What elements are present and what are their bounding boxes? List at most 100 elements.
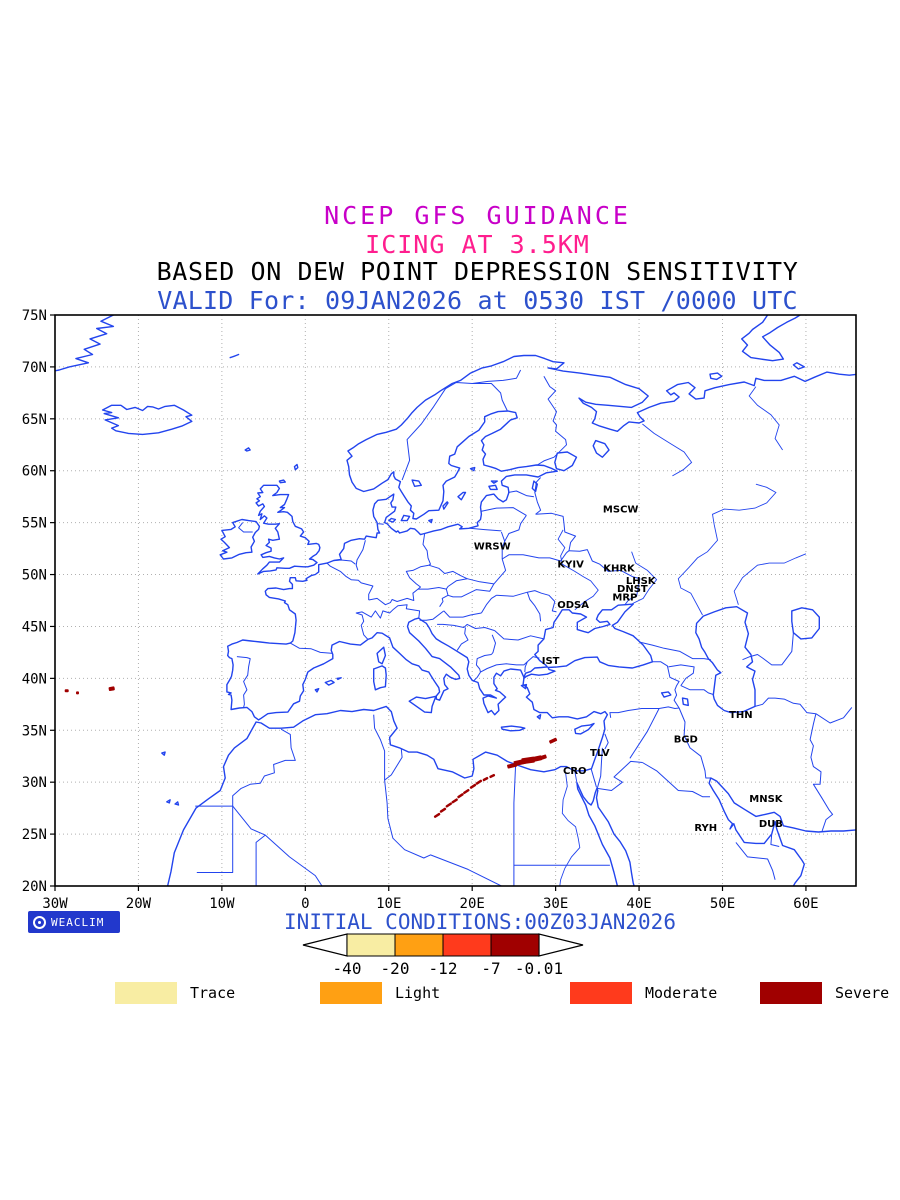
country-border xyxy=(491,634,496,655)
coastline xyxy=(520,683,528,690)
country-border xyxy=(462,612,482,618)
coastline xyxy=(278,479,286,484)
coastline xyxy=(400,514,411,522)
weaclim-logo-icon xyxy=(33,915,46,929)
country-border xyxy=(668,664,695,686)
coastline xyxy=(411,479,422,487)
icing-mark xyxy=(489,773,496,779)
icing-mark xyxy=(539,754,547,761)
country-border xyxy=(652,661,680,709)
coastline xyxy=(388,517,397,523)
country-border xyxy=(513,765,517,886)
country-border xyxy=(355,540,366,571)
coastline xyxy=(244,447,251,452)
coastline xyxy=(574,722,595,735)
legend-item-trace: Trace xyxy=(115,982,235,1004)
city-label-thn: THN xyxy=(729,710,753,721)
country-border xyxy=(368,588,419,606)
country-border xyxy=(255,834,266,886)
coastline xyxy=(428,518,433,524)
river xyxy=(574,771,578,783)
scale-value: -7 xyxy=(481,959,500,978)
country-border xyxy=(742,654,782,666)
legend-item-moderate: Moderate xyxy=(570,982,717,1004)
country-border xyxy=(501,552,567,562)
coastline xyxy=(708,777,856,886)
icing-mark xyxy=(530,755,543,763)
country-border xyxy=(236,656,251,708)
city-label-mscw: MSCW xyxy=(603,504,639,515)
legend-item-severe: Severe xyxy=(760,982,889,1004)
river xyxy=(733,553,807,605)
coastline xyxy=(457,491,467,501)
coastline xyxy=(792,362,805,370)
country-border xyxy=(405,564,429,590)
icing-mark xyxy=(76,691,79,695)
icing-mark xyxy=(457,793,464,799)
lat-label: 55N xyxy=(22,516,47,532)
legend-label: Severe xyxy=(835,984,890,1002)
country-border xyxy=(604,733,609,750)
city-label-dub: DUB xyxy=(759,819,783,830)
coastline xyxy=(469,466,476,472)
map-frame xyxy=(54,314,857,887)
coastline xyxy=(681,697,689,707)
lon-label: 0 xyxy=(301,896,309,912)
country-border xyxy=(196,806,234,873)
coastline xyxy=(791,607,820,640)
coastline xyxy=(226,354,856,721)
scale-segment-moderate xyxy=(442,933,492,957)
coastline xyxy=(741,315,801,362)
country-border xyxy=(527,590,557,613)
legend-swatch-severe xyxy=(760,982,822,1004)
country-border xyxy=(815,707,853,724)
country-border xyxy=(232,805,323,886)
country-border xyxy=(232,728,296,807)
lon-label: 20W xyxy=(126,896,152,912)
river xyxy=(631,551,658,605)
lat-label: 20N xyxy=(22,879,47,895)
coastline xyxy=(554,451,578,472)
country-border xyxy=(678,707,711,779)
country-border xyxy=(735,842,776,880)
coastline xyxy=(166,677,609,886)
coastline xyxy=(55,315,115,372)
country-border xyxy=(770,834,780,847)
city-label-ryh: RYH xyxy=(694,823,717,834)
coastline xyxy=(166,799,171,804)
legend-swatch-moderate xyxy=(570,982,632,1004)
country-border xyxy=(472,671,481,682)
country-border xyxy=(680,685,714,695)
coastline xyxy=(576,782,635,886)
country-border xyxy=(418,578,494,590)
scale-value: -40 xyxy=(333,959,362,978)
coastline xyxy=(373,665,387,691)
lat-label: 45N xyxy=(22,619,47,635)
city-label-wrsw: WRSW xyxy=(474,542,511,553)
weaclim-logo-dot xyxy=(38,920,41,924)
coastline xyxy=(219,518,261,560)
country-border xyxy=(526,592,542,622)
country-border xyxy=(535,512,577,554)
icing-mark xyxy=(64,689,69,693)
coastline xyxy=(523,603,654,680)
scale-segment-trace xyxy=(346,933,396,957)
initial-conditions-text: INITIAL CONDITIONS:00Z03JAN2026 xyxy=(284,910,676,934)
country-border xyxy=(428,564,468,580)
lat-label: 30N xyxy=(22,775,47,791)
river xyxy=(557,529,599,611)
icing-mark xyxy=(549,737,558,744)
legend-item-light: Light xyxy=(320,982,440,1004)
country-border xyxy=(481,507,527,516)
coastline xyxy=(592,439,610,458)
coastline xyxy=(293,463,299,471)
legend-label: Light xyxy=(395,984,441,1002)
lon-label: 50E xyxy=(710,896,735,912)
country-border xyxy=(496,591,528,597)
coastline xyxy=(695,606,756,714)
title-product: ICING AT 3.5KM xyxy=(365,230,590,259)
coastline xyxy=(709,372,723,381)
icing-mark xyxy=(463,788,470,795)
